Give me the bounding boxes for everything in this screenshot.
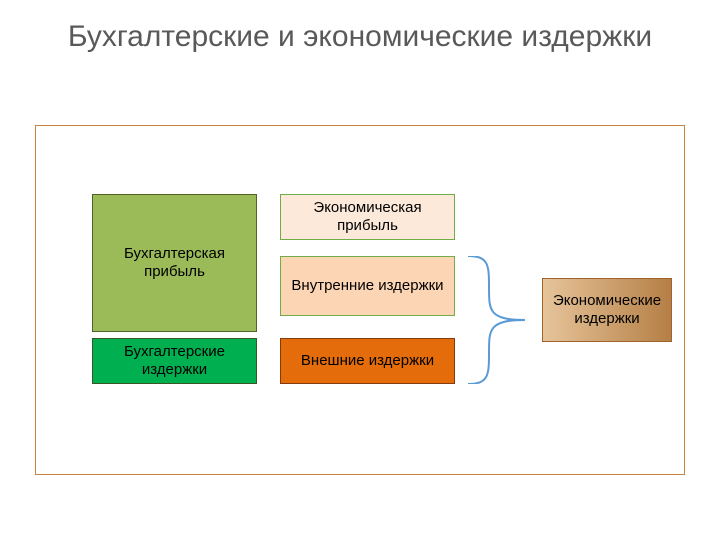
box-internal-costs: Внутренние издержки [280, 256, 455, 316]
box-label: Внутренние издержки [291, 277, 443, 295]
box-label: Бухгалтерская прибыль [97, 245, 252, 281]
box-label: Экономические издержки [543, 292, 671, 328]
slide: Бухгалтерские и экономические издержки Б… [0, 0, 720, 540]
box-external-costs: Внешние издержки [280, 338, 455, 384]
box-economic-costs: Экономические издержки [542, 278, 672, 342]
box-label: Экономическая прибыль [285, 199, 450, 235]
box-label: Бухгалтерские издержки [97, 343, 252, 379]
box-label: Внешние издержки [301, 352, 434, 370]
box-accounting-profit: Бухгалтерская прибыль [92, 194, 257, 332]
curly-brace-icon [468, 256, 528, 384]
box-accounting-costs: Бухгалтерские издержки [92, 338, 257, 384]
slide-title: Бухгалтерские и экономические издержки [0, 0, 720, 56]
box-economic-profit: Экономическая прибыль [280, 194, 455, 240]
